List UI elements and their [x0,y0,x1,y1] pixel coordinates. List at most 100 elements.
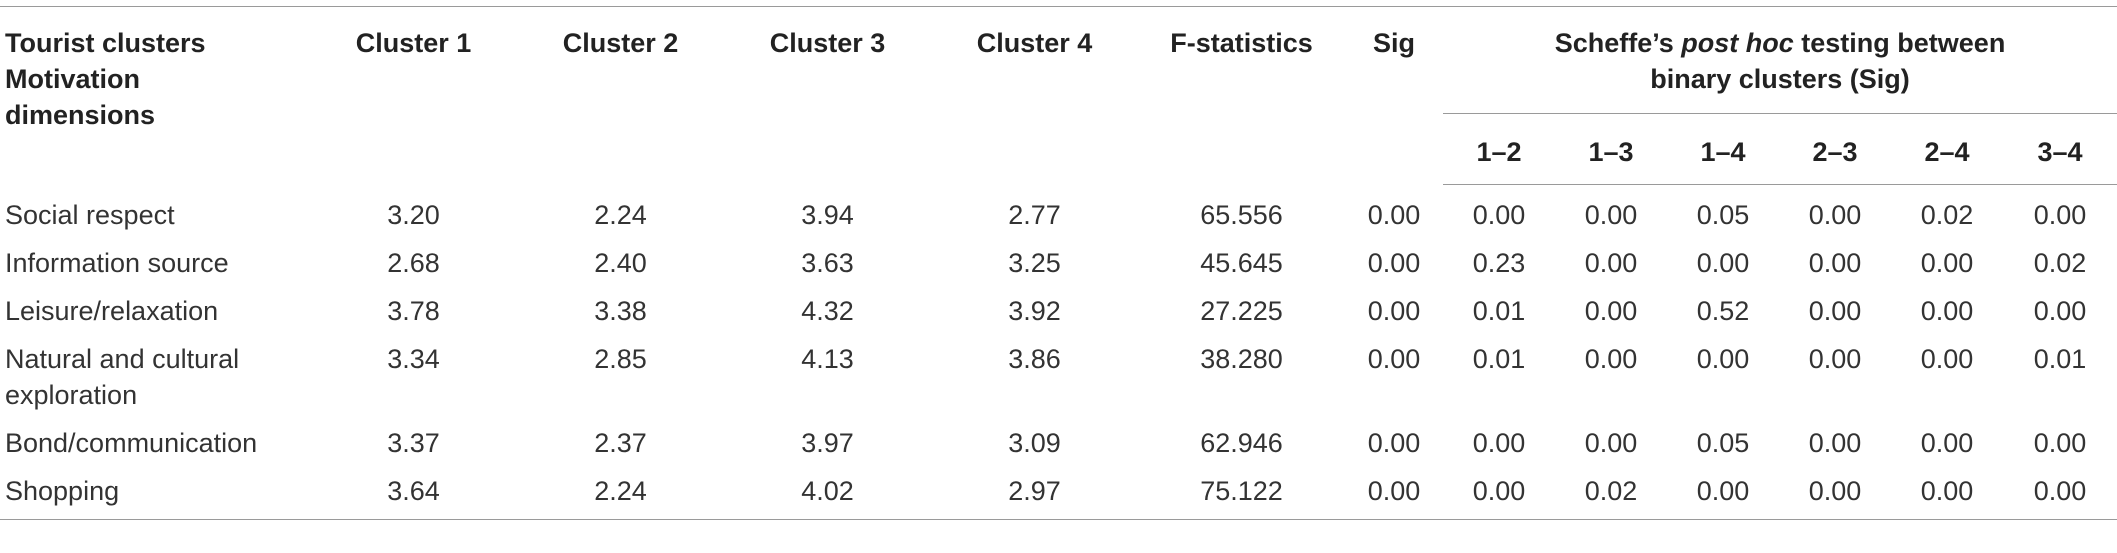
cluster-1-value: 3.64 [310,467,517,520]
dimension-cell: Bond/communication [0,419,310,467]
pair-1-3-sig-value: 0.00 [1584,248,1638,278]
cluster-4-value: 3.25 [1008,248,1061,278]
dimension-cell: Information source [0,239,310,287]
pair-3-4-header: 3–4 [2003,113,2117,185]
scheffe-italic: post hoc [1681,28,1794,58]
pair-3-4-sig-value: 0.00 [2033,428,2087,458]
pair-2-3-sig-value: 0.00 [1808,248,1862,278]
pair-1-4-sig-value: 0.05 [1696,428,1750,458]
pair-2-3-sig-value: 0.00 [1808,296,1862,326]
cluster-2-value: 2.24 [594,199,647,230]
dimension-cell: Shopping [0,467,310,520]
row-label-line-2: Motivation [5,64,140,94]
f-statistic-value: 62.946 [1200,428,1283,458]
pair-1-3-sig-value: 0.00 [1584,428,1638,458]
pair-1-2-sig-value: 0.01 [1472,344,1526,374]
sig-header: Sig [1345,6,1443,185]
pair-2-3-header: 2–3 [1779,113,1891,185]
cluster-3-value: 4.02 [724,467,931,520]
scheffe-header-line-2: binary clusters (Sig) [1650,64,1910,94]
pair-1-3-sig-value: 0.00 [1584,200,1638,230]
pair-2-3-sig-value: 0.00 [1808,344,1862,374]
pair-1-3-header: 1–3 [1555,113,1667,185]
f-statistic-value: 38.280 [1200,344,1283,374]
dimension-cell: Social respect [0,185,310,240]
pair-1-3-sig-value: 0.00 [1584,344,1638,374]
cluster-4-value: 2.97 [931,467,1138,520]
f-statistic-value: 45.645 [1200,248,1283,278]
sig-value: 0.00 [1345,467,1443,520]
cluster-4-value: 3.09 [1008,428,1061,458]
sig-value: 0.00 [1367,248,1421,278]
row-label-line-1: Tourist clusters [5,28,206,58]
sig-value: 0.00 [1367,199,1421,230]
pair-2-4-sig-value: 0.00 [1920,344,1974,374]
header-row: Tourist clusters Motivation dimensions C… [0,6,2117,185]
table-row: Leisure/relaxation 3.78 3.38 4.32 3.92 27.225… [0,287,2117,335]
cluster-3-header: Cluster 3 [724,6,931,185]
sig-value: 0.00 [1367,428,1421,458]
cluster-4-value: 3.86 [1008,344,1061,374]
cluster-4-header: Cluster 4 [931,6,1138,185]
cluster-1-value: 3.20 [387,199,440,230]
cluster-2-value: 2.40 [594,248,647,278]
dimension-cell: Natural and cultural exploration [0,335,310,419]
pair-1-2-header: 1–2 [1443,113,1555,185]
cluster-1-value: 3.78 [387,296,440,326]
cluster-3-value: 4.13 [801,344,854,374]
row-label-header: Tourist clusters Motivation dimensions [0,6,310,185]
cluster-1-value: 3.37 [387,428,440,458]
cluster-3-value: 3.97 [801,428,854,458]
cluster-4-value: 2.77 [1008,199,1061,230]
cluster-motivation-table: Tourist clusters Motivation dimensions C… [0,6,2117,520]
pair-2-3-sig-value: 0.00 [1808,428,1862,458]
cluster-2-header: Cluster 2 [517,6,724,185]
pair-3-4-sig-value: 0.00 [2033,200,2087,230]
dimension-label: Social respect [5,199,175,230]
dimension-label: Leisure/relaxation [5,296,219,326]
pair-3-4-sig-value: 0.00 [2003,467,2117,520]
cluster-2-value: 2.37 [594,428,647,458]
scheffe-header-line-1: Scheffe’s post hoc testing between [1443,25,2117,61]
pair-1-4-sig-value: 0.05 [1696,200,1750,230]
scheffe-suffix: testing between [1793,28,2006,58]
dimension-label: Information source [5,248,229,278]
sig-value: 0.00 [1367,344,1421,374]
pair-1-4-sig-value: 0.00 [1667,467,1779,520]
pair-1-4-header: 1–4 [1667,113,1779,185]
pair-1-2-sig-value: 0.00 [1472,200,1526,230]
pair-1-2-sig-value: 0.00 [1472,428,1526,458]
pair-2-4-sig-value: 0.00 [1920,428,1974,458]
cluster-2-value: 3.38 [594,296,647,326]
pair-1-4-sig-value: 0.00 [1696,344,1750,374]
cluster-2-value: 2.24 [517,467,724,520]
cluster-3-value: 3.63 [801,248,854,278]
pair-1-3-sig-value: 0.00 [1584,296,1638,326]
row-label-line-3: dimensions [5,100,156,130]
pair-2-3-sig-value: 0.00 [1779,467,1891,520]
cluster-1-value: 2.68 [387,248,440,278]
pair-1-2-sig-value: 0.00 [1443,467,1555,520]
pair-2-4-sig-value: 0.00 [1920,248,1974,278]
pair-1-2-sig-value: 0.23 [1472,248,1526,278]
dimension-label: Shopping [5,476,120,506]
table-row: Shopping 3.64 2.24 4.02 2.97 75.122 0.00 0.00 0.… [0,467,2117,520]
dimension-label: Natural and cultural [5,344,240,374]
pair-2-3-sig-value: 0.00 [1808,200,1862,230]
table-row: Information source 2.68 2.40 3.63 3.25 45.645… [0,239,2117,287]
cluster-1-header: Cluster 1 [310,6,517,185]
pair-2-4-sig-value: 0.00 [1920,296,1974,326]
dimension-cell: Leisure/relaxation [0,287,310,335]
scheffe-prefix: Scheffe’s [1554,28,1682,58]
dimension-label-line-2: exploration [5,380,138,410]
cluster-3-value: 4.32 [801,296,854,326]
pair-1-2-sig-value: 0.01 [1472,296,1526,326]
table-row: Social respect 3.20 2.24 3.94 2.77 65.556 0.00… [0,185,2117,240]
pair-3-4-sig-value: 0.01 [2033,344,2087,374]
cluster-3-value: 3.94 [801,199,854,230]
scheffe-header: Scheffe’s post hoc testing between binar… [1443,6,2117,114]
f-statistic-value: 75.122 [1138,467,1345,520]
pair-2-4-sig-value: 0.00 [1891,467,2003,520]
pair-header-row: 1–2 1–3 1–4 2–3 2–4 3–4 [0,113,2117,185]
